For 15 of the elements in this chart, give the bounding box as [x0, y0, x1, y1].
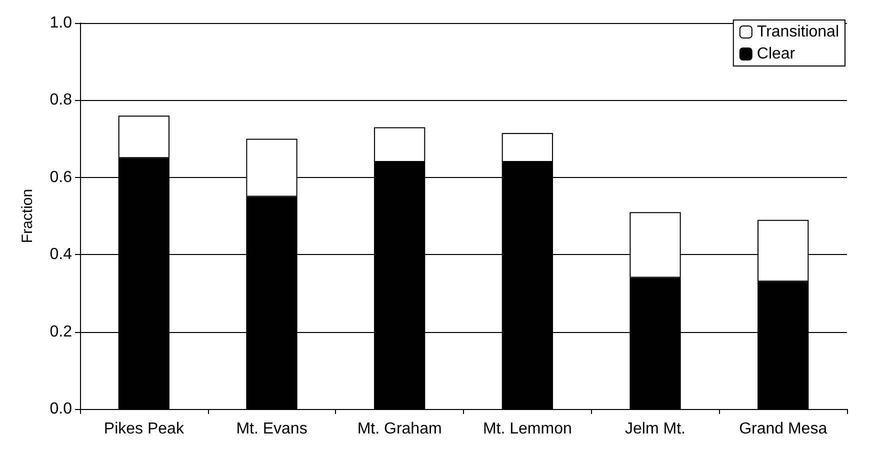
x-tick-label: Mt. Evans	[236, 420, 308, 438]
y-tick-label: 0.4	[50, 246, 72, 264]
x-tick-label: Mt. Graham	[357, 420, 442, 438]
y-tick-label: 1.0	[50, 14, 72, 32]
legend-label: Transitional	[756, 24, 839, 40]
y-tick-label: 0.0	[50, 400, 72, 418]
y-tick-label: 0.6	[50, 168, 72, 186]
x-tick-label: Jelm Mt.	[625, 420, 686, 438]
y-tick-label: 0.8	[50, 92, 72, 109]
legend-label: Clear	[756, 46, 796, 62]
x-tick-label: Mt. Lemmon	[482, 420, 572, 438]
y-tick-label: 0.2	[50, 323, 72, 340]
y-axis-title: Fraction	[19, 188, 36, 244]
x-tick-label: Pikes Peak	[104, 420, 185, 438]
x-tick-label: Grand Mesa	[739, 420, 828, 438]
